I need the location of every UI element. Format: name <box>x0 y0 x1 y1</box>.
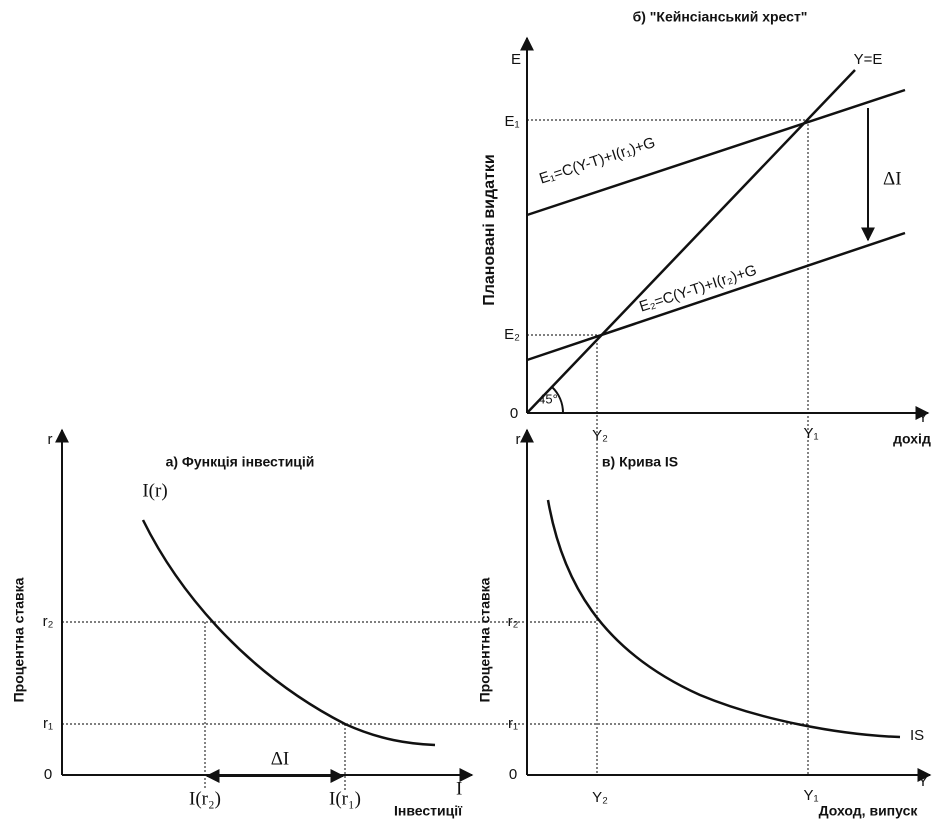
tick-label: r₂ <box>43 613 54 630</box>
axis-caption: Процентна ставка <box>11 577 27 702</box>
delta-label: ΔI <box>271 748 290 769</box>
axis-caption: Процентна ставка <box>477 577 493 702</box>
tick-label: Y₂ <box>592 427 608 444</box>
panel-keynes: б) "Кейнсіанський хрест" E Y дохід Плано… <box>481 9 931 447</box>
guides <box>62 119 809 790</box>
angle-label: 45° <box>538 391 558 406</box>
origin: 0 <box>44 766 52 783</box>
tick-label: Y₁ <box>803 425 818 442</box>
title: б) "Кейнсіанський хрест" <box>633 9 808 25</box>
curve-label: IS <box>910 727 924 744</box>
tick-label: I(r₂) <box>189 788 221 809</box>
origin: 0 <box>509 766 517 783</box>
origin: 0 <box>510 405 518 422</box>
tick-label: Y₁ <box>803 787 818 804</box>
panel-investment: а) Функція інвестицій r I Інвестиції Про… <box>11 428 474 819</box>
title: в) Крива IS <box>602 454 678 470</box>
axis-caption: дохід <box>893 431 931 447</box>
line-label: E₁=C(Y-T)+I(r₁)+G <box>537 134 657 188</box>
axis-label: Y <box>918 409 928 426</box>
line-label: Y=E <box>854 51 883 68</box>
delta-label: ΔI <box>883 168 902 189</box>
axis-label: r <box>48 431 53 448</box>
tick-label: r₁ <box>43 715 53 732</box>
tick-label: E₁ <box>504 113 519 130</box>
axis-caption: Плановані видатки <box>481 154 498 305</box>
tick-label: E₂ <box>504 326 520 343</box>
tick-label: r₂ <box>508 613 519 630</box>
panel-is: в) Крива IS r Y Доход, випуск Процентна … <box>477 428 932 819</box>
axis-label: I <box>456 778 462 799</box>
curve-label: I(r) <box>142 480 167 501</box>
axis-label: Y <box>918 773 928 790</box>
tick-label: I(r₁) <box>329 788 361 809</box>
axis-label: r <box>516 431 521 448</box>
tick-label: Y₂ <box>592 789 608 806</box>
axis-caption: Інвестиції <box>394 803 463 819</box>
title: а) Функція інвестицій <box>166 454 315 470</box>
axis-label: E <box>511 51 521 68</box>
tick-label: r₁ <box>508 715 518 732</box>
axis-caption: Доход, випуск <box>819 803 919 819</box>
